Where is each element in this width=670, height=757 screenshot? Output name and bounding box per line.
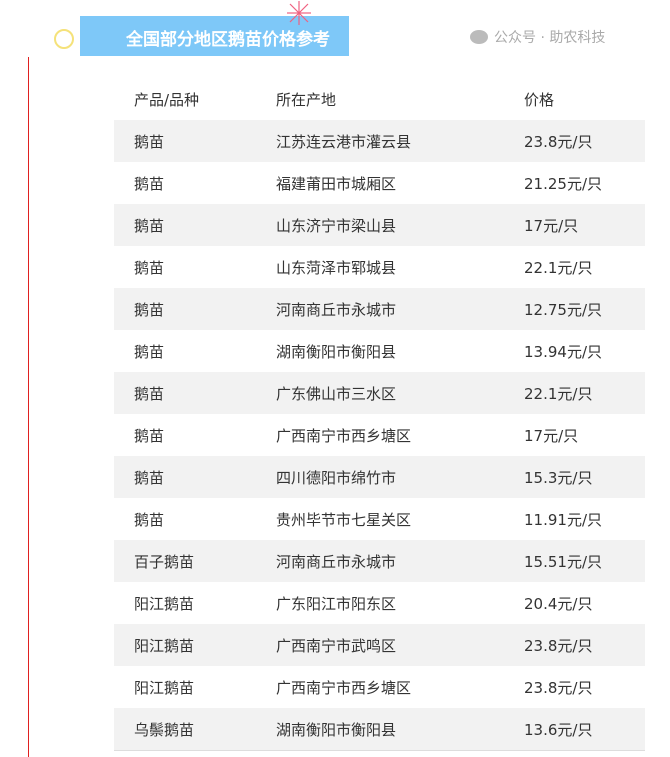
cell-price: 17元/只 xyxy=(524,426,579,445)
table-row: 百子鹅苗 河南商丘市永城市 15.51元/只 xyxy=(114,540,645,582)
cell-product: 鹅苗 xyxy=(114,372,276,414)
table-row: 鹅苗 湖南衡阳市衡阳县 13.94元/只 xyxy=(114,330,645,372)
cell-price: 11.91元/只 xyxy=(524,510,602,529)
cell-origin: 广东佛山市三水区 xyxy=(276,372,524,414)
table-row: 阳江鹅苗 广西南宁市西乡塘区 23.8元/只 xyxy=(114,666,645,708)
cell-price: 21.25元/只 xyxy=(524,174,602,193)
cell-product: 鹅苗 xyxy=(114,120,276,162)
cell-product: 乌鬃鹅苗 xyxy=(114,708,276,751)
cell-price: 23.8元/只 xyxy=(524,120,645,162)
table-row: 鹅苗 贵州毕节市七星关区 11.91元/只 xyxy=(114,498,645,540)
cell-origin: 四川德阳市绵竹市 xyxy=(276,456,524,498)
watermark: 公众号 · 助农科技 xyxy=(470,27,605,47)
circle-decoration-icon xyxy=(54,29,74,49)
table-row: 鹅苗 山东菏泽市郓城县 22.1元/只 xyxy=(114,246,645,288)
cell-product: 阳江鹅苗 xyxy=(134,678,195,697)
cell-price: 13.94元/只 xyxy=(524,342,602,361)
cell-origin: 福建莆田市城厢区 xyxy=(276,174,397,193)
cell-price: 15.51元/只 xyxy=(524,540,645,582)
cell-product: 鹅苗 xyxy=(134,258,165,277)
cell-product: 鹅苗 xyxy=(134,342,165,361)
header-price: 价格 xyxy=(524,90,555,109)
title-banner: 全国部分地区鹅苗价格参考 xyxy=(80,16,349,56)
cell-product: 鹅苗 xyxy=(134,426,165,445)
cell-price: 17元/只 xyxy=(524,204,645,246)
cell-price: 23.8元/只 xyxy=(524,624,645,666)
cell-origin: 山东菏泽市郓城县 xyxy=(276,258,397,277)
firework-icon xyxy=(287,1,311,25)
table-row: 乌鬃鹅苗 湖南衡阳市衡阳县 13.6元/只 xyxy=(114,708,645,751)
table-row: 鹅苗 四川德阳市绵竹市 15.3元/只 xyxy=(114,456,645,498)
table-row: 鹅苗 福建莆田市城厢区 21.25元/只 xyxy=(114,162,645,204)
cell-price: 23.8元/只 xyxy=(524,678,593,697)
cell-product: 阳江鹅苗 xyxy=(114,624,276,666)
cell-price: 20.4元/只 xyxy=(524,594,593,613)
cell-product: 百子鹅苗 xyxy=(114,540,276,582)
cell-origin: 广西南宁市武鸣区 xyxy=(276,624,524,666)
table-row: 鹅苗 广西南宁市西乡塘区 17元/只 xyxy=(114,414,645,456)
cell-origin: 河南商丘市永城市 xyxy=(276,288,524,330)
cell-origin: 广东阳江市阳东区 xyxy=(276,594,397,613)
cell-product: 鹅苗 xyxy=(114,204,276,246)
cell-origin: 湖南衡阳市衡阳县 xyxy=(276,342,397,361)
wechat-icon xyxy=(470,30,488,44)
cell-product: 鹅苗 xyxy=(114,288,276,330)
table-row: 鹅苗 河南商丘市永城市 12.75元/只 xyxy=(114,288,645,330)
table-row: 鹅苗 山东济宁市梁山县 17元/只 xyxy=(114,204,645,246)
cell-price: 15.3元/只 xyxy=(524,456,645,498)
cell-price: 13.6元/只 xyxy=(524,708,645,751)
cell-origin: 山东济宁市梁山县 xyxy=(276,204,524,246)
cell-product: 阳江鹅苗 xyxy=(134,594,195,613)
page-title: 全国部分地区鹅苗价格参考 xyxy=(126,30,330,50)
cell-product: 鹅苗 xyxy=(134,510,165,529)
price-table: 产品/品种 所在产地 价格 鹅苗 江苏连云港市灌云县 23.8元/只 鹅苗 福建莆田市城… xyxy=(114,78,645,751)
table-row: 阳江鹅苗 广东阳江市阳东区 20.4元/只 xyxy=(114,582,645,624)
cell-origin: 湖南衡阳市衡阳县 xyxy=(276,708,524,751)
cell-origin: 河南商丘市永城市 xyxy=(276,540,524,582)
cell-origin: 广西南宁市西乡塘区 xyxy=(276,678,412,697)
cell-origin: 贵州毕节市七星关区 xyxy=(276,510,412,529)
cell-origin: 广西南宁市西乡塘区 xyxy=(276,426,412,445)
cell-origin: 江苏连云港市灌云县 xyxy=(276,120,524,162)
table-row: 鹅苗 江苏连云港市灌云县 23.8元/只 xyxy=(114,120,645,162)
table-row: 鹅苗 广东佛山市三水区 22.1元/只 xyxy=(114,372,645,414)
cell-price: 22.1元/只 xyxy=(524,372,645,414)
header-product: 产品/品种 xyxy=(134,90,200,109)
table-row: 阳江鹅苗 广西南宁市武鸣区 23.8元/只 xyxy=(114,624,645,666)
header-origin: 所在产地 xyxy=(276,90,337,109)
watermark-text: 公众号 · 助农科技 xyxy=(494,30,606,46)
cell-price: 22.1元/只 xyxy=(524,258,593,277)
cell-product: 鹅苗 xyxy=(134,174,165,193)
cell-price: 12.75元/只 xyxy=(524,288,645,330)
cell-product: 鹅苗 xyxy=(114,456,276,498)
table-header: 产品/品种 所在产地 价格 xyxy=(114,78,645,120)
decorative-red-line xyxy=(28,57,29,757)
